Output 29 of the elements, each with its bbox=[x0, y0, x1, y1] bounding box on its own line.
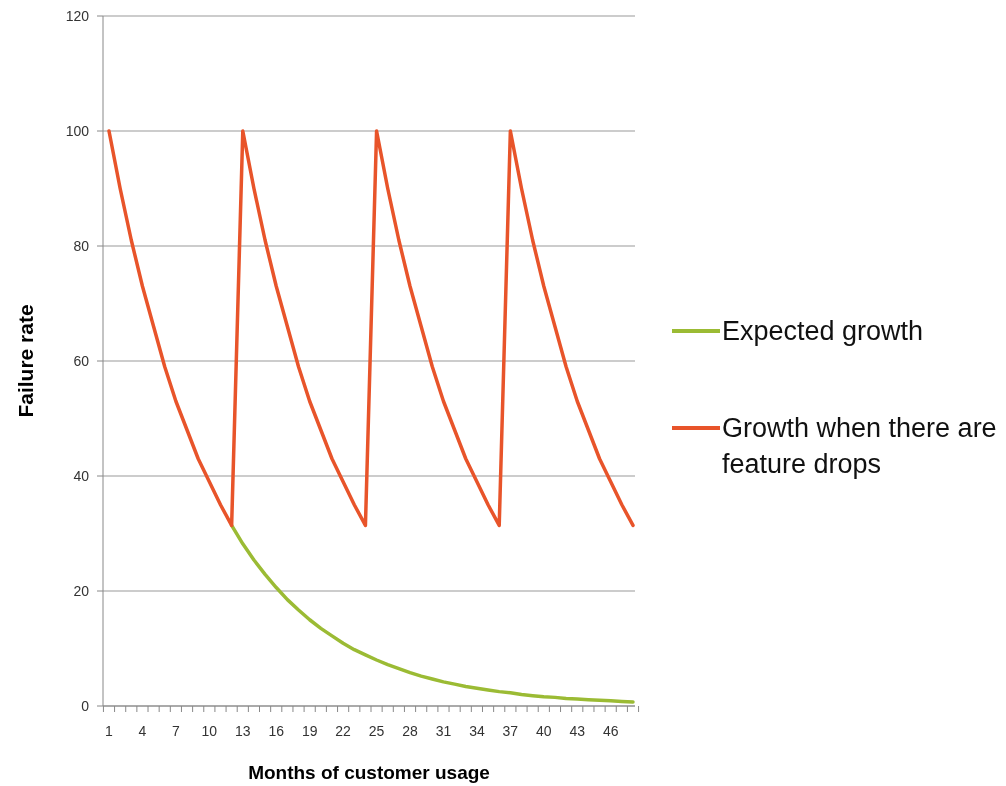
y-tick-label: 40 bbox=[73, 467, 90, 484]
x-tick-label: 34 bbox=[469, 723, 485, 739]
x-tick-label: 19 bbox=[301, 723, 318, 739]
x-tick-label: 7 bbox=[172, 723, 180, 739]
x-tick-label: 40 bbox=[536, 723, 552, 739]
line-series bbox=[107, 129, 635, 528]
x-tick-label: 25 bbox=[368, 723, 385, 739]
y-tick-label: 0 bbox=[81, 697, 90, 714]
x-tick-label: 28 bbox=[402, 723, 419, 739]
legend-label: Expected growth bbox=[722, 316, 924, 347]
x-tick-label: 1 bbox=[105, 723, 114, 739]
y-tick-label: 60 bbox=[73, 352, 90, 369]
x-tick-label: 13 bbox=[235, 723, 251, 739]
y-tick-label: 100 bbox=[65, 122, 90, 139]
x-tick-label: 4 bbox=[138, 723, 147, 739]
x-tick-label: 10 bbox=[201, 723, 218, 739]
line-series bbox=[229, 523, 635, 704]
x-axis-title: Months of customer usage bbox=[248, 762, 490, 783]
y-axis-title: Failure rate bbox=[14, 304, 37, 418]
x-tick-label: 43 bbox=[569, 723, 586, 739]
y-tick-label: 20 bbox=[73, 582, 90, 599]
x-tick-label: 31 bbox=[435, 723, 452, 739]
x-tick-label: 46 bbox=[602, 723, 619, 739]
y-tick-label: 120 bbox=[65, 7, 90, 24]
x-tick-label: 16 bbox=[268, 723, 285, 739]
legend-label: Growth when there are feature drops bbox=[722, 413, 997, 479]
x-tick-label: 22 bbox=[335, 723, 352, 739]
x-tick-label: 37 bbox=[502, 723, 519, 739]
y-tick-label: 80 bbox=[73, 237, 90, 254]
